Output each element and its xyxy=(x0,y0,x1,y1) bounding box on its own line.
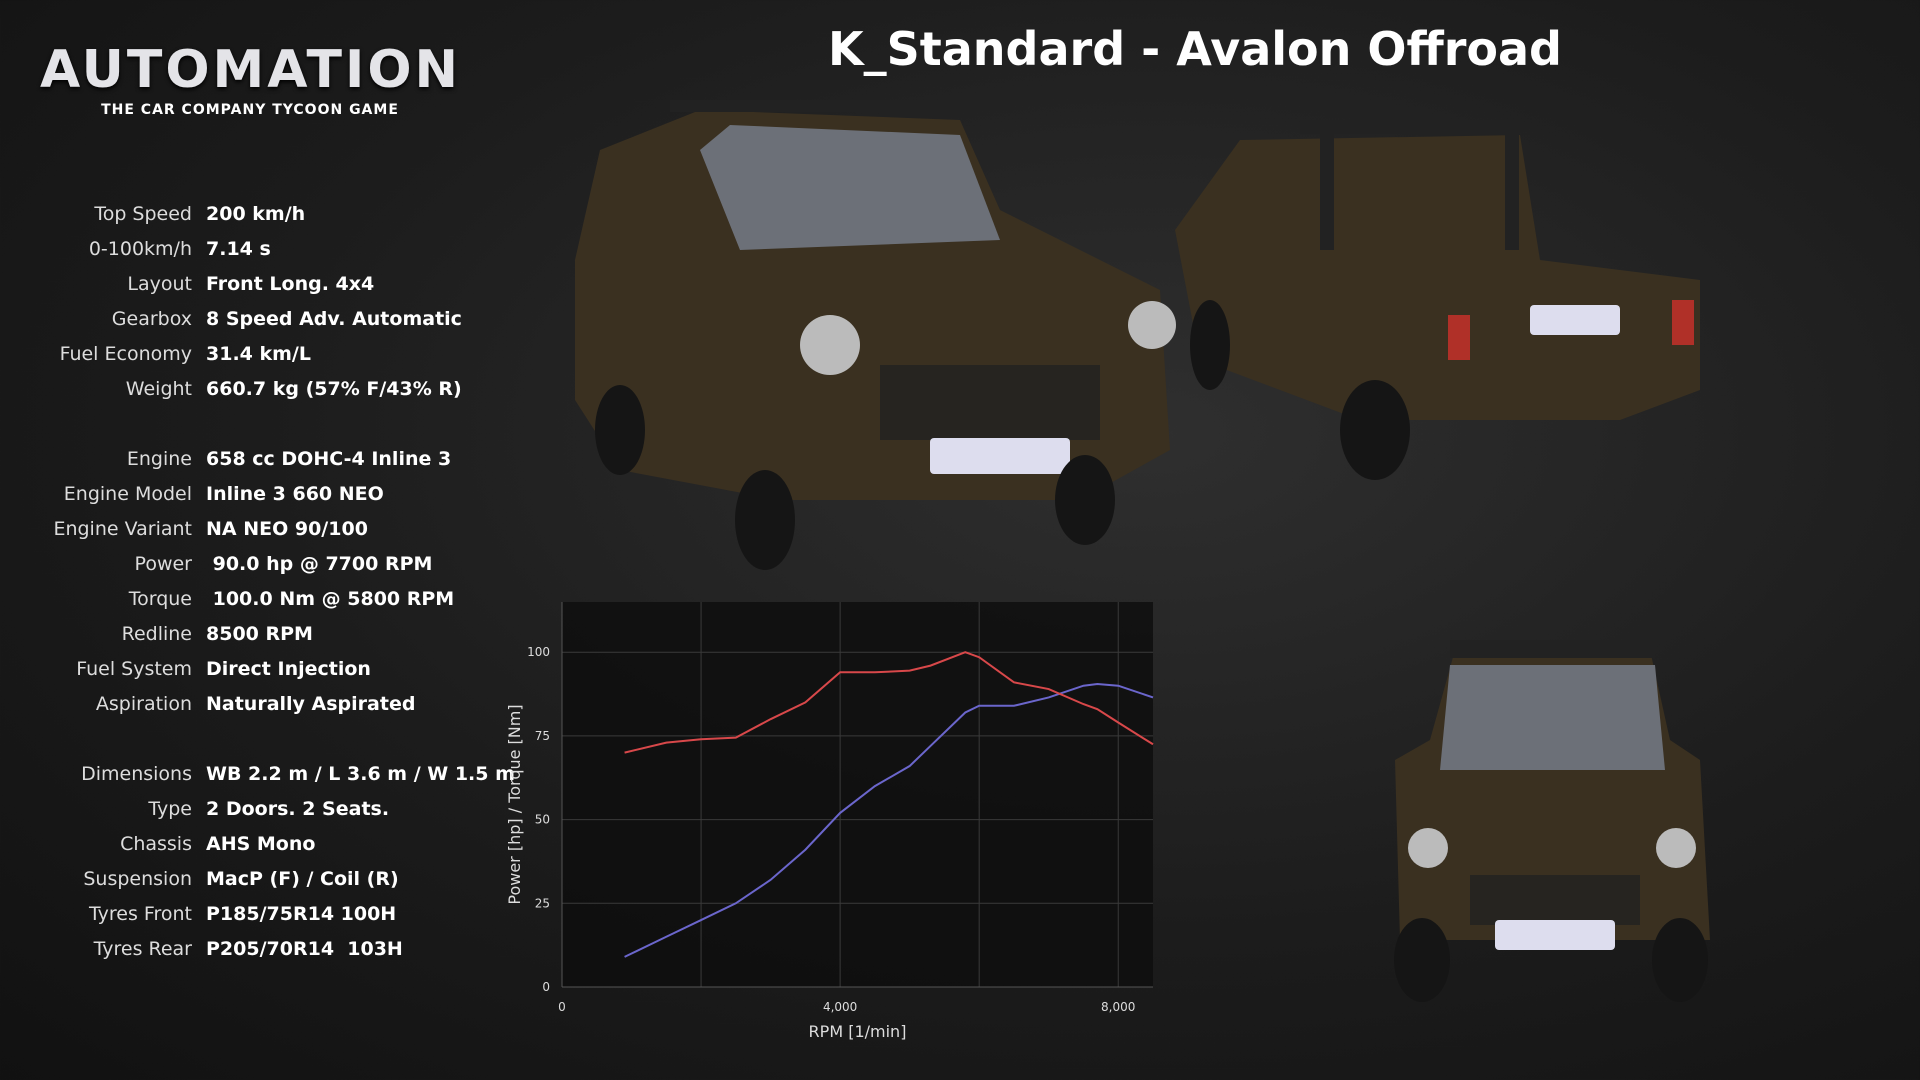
spec-row: Redline 8500 RPM xyxy=(0,617,520,652)
spec-label: Top Speed xyxy=(94,203,192,225)
spec-row: Aspiration Naturally Aspirated xyxy=(0,687,520,722)
plot-area xyxy=(562,602,1153,987)
spec-row: Gearbox 8 Speed Adv. Automatic xyxy=(0,302,520,337)
spec-row: 0-100km/h 7.14 s xyxy=(0,232,520,267)
series-line xyxy=(624,651,1154,754)
spec-label: Power xyxy=(134,553,192,575)
spec-row: Torque 100.0 Nm @ 5800 RPM xyxy=(0,582,520,617)
y-axis-title: Power [hp] / Torque [Nm] xyxy=(505,704,524,904)
y-tick-label: 0 xyxy=(542,980,550,994)
x-tick-label: 4,000 xyxy=(823,1000,857,1014)
spec-row: Dimensions WB 2.2 m / L 3.6 m / W 1.5 m xyxy=(0,757,520,792)
spec-value: Inline 3 660 NEO xyxy=(206,483,384,505)
car-rear-three-quarter xyxy=(1175,120,1700,480)
spec-value: NA NEO 90/100 xyxy=(206,518,368,540)
car-front-three-quarter xyxy=(575,100,1176,570)
spec-value: 7.14 s xyxy=(206,238,271,260)
spec-label: Gearbox xyxy=(111,308,192,330)
spec-value: 660.7 kg (57% F/43% R) xyxy=(206,378,462,400)
spec-label: Type xyxy=(148,798,192,820)
spec-row: Engine Variant NA NEO 90/100 xyxy=(0,512,520,547)
spec-list: Top Speed 200 km/h 0-100km/h 7.14 s Layout Fr… xyxy=(0,197,520,1002)
spec-value: 100.0 Nm @ 5800 RPM xyxy=(206,588,455,610)
page-title: K_Standard - Avalon Offroad xyxy=(827,22,1562,76)
car-front xyxy=(1394,640,1710,1002)
logo: AUTOMATION THE CAR COMPANY TYCOON GAME xyxy=(40,40,460,118)
spec-row: Engine Model Inline 3 660 NEO xyxy=(0,477,520,512)
spec-label: Layout xyxy=(127,273,192,295)
spec-label: Tyres Front xyxy=(89,903,192,925)
series-line xyxy=(624,683,1154,958)
spec-value: 90.0 hp @ 7700 RPM xyxy=(206,553,433,575)
spec-row: Engine 658 cc DOHC-4 Inline 3 xyxy=(0,442,520,477)
spec-label: Aspiration xyxy=(95,693,192,715)
y-tick-label: 25 xyxy=(535,896,550,910)
spec-value: MacP (F) / Coil (R) xyxy=(206,868,399,890)
spec-label: Engine Model xyxy=(63,483,192,505)
spec-group: Engine 658 cc DOHC-4 Inline 3 Engine Model… xyxy=(0,442,520,722)
spec-value: 8500 RPM xyxy=(206,623,313,645)
spec-label: 0-100km/h xyxy=(88,238,192,260)
spec-label: Engine Variant xyxy=(53,518,192,540)
spec-row: Tyres Front P185/75R14 100H xyxy=(0,897,520,932)
spec-value: AHS Mono xyxy=(206,833,316,855)
y-tick-label: 50 xyxy=(535,813,550,827)
spec-row: Power 90.0 hp @ 7700 RPM xyxy=(0,547,520,582)
spec-row: Suspension MacP (F) / Coil (R) xyxy=(0,862,520,897)
spec-label: Chassis xyxy=(120,833,192,855)
spec-value: 658 cc DOHC-4 Inline 3 xyxy=(206,448,452,470)
spec-row: Layout Front Long. 4x4 xyxy=(0,267,520,302)
spec-label: Tyres Rear xyxy=(93,938,192,960)
x-axis-title: RPM [1/min] xyxy=(809,1022,907,1041)
x-tick-label: 0 xyxy=(558,1000,566,1014)
y-tick-label: 75 xyxy=(535,729,550,743)
spec-row: Chassis AHS Mono xyxy=(0,827,520,862)
spec-group: Top Speed 200 km/h 0-100km/h 7.14 s Layout Fr… xyxy=(0,197,520,407)
spec-value: Naturally Aspirated xyxy=(206,693,416,715)
spec-value: Direct Injection xyxy=(206,658,371,680)
spec-row: Tyres Rear P205/70R14 103H xyxy=(0,932,520,967)
spec-value: 8 Speed Adv. Automatic xyxy=(206,308,462,330)
spec-group: Dimensions WB 2.2 m / L 3.6 m / W 1.5 m Ty… xyxy=(0,757,520,967)
spec-value: 2 Doors. 2 Seats. xyxy=(206,798,390,820)
spec-row: Type 2 Doors. 2 Seats. xyxy=(0,792,520,827)
logo-subtitle: THE CAR COMPANY TYCOON GAME xyxy=(101,102,399,118)
spec-label: Redline xyxy=(121,623,192,645)
spec-value: WB 2.2 m / L 3.6 m / W 1.5 m xyxy=(206,763,515,785)
spec-label: Fuel System xyxy=(76,658,192,680)
spec-label: Dimensions xyxy=(81,763,192,785)
spec-value: 31.4 km/L xyxy=(206,343,311,365)
spec-label: Fuel Economy xyxy=(59,343,192,365)
logo-title: AUTOMATION xyxy=(40,40,462,100)
spec-label: Suspension xyxy=(83,868,192,890)
spec-value: 200 km/h xyxy=(206,203,306,225)
spec-value: Front Long. 4x4 xyxy=(206,273,375,295)
spec-label: Engine xyxy=(126,448,192,470)
x-tick-label: 8,000 xyxy=(1101,1000,1135,1014)
spec-row: Top Speed 200 km/h xyxy=(0,197,520,232)
spec-label: Torque xyxy=(128,588,192,610)
spec-value: P185/75R14 100H xyxy=(206,903,397,925)
spec-label: Weight xyxy=(125,378,192,400)
spec-row: Fuel System Direct Injection xyxy=(0,652,520,687)
spec-row: Fuel Economy 31.4 km/L xyxy=(0,337,520,372)
spec-row: Weight 660.7 kg (57% F/43% R) xyxy=(0,372,520,407)
y-tick-label: 100 xyxy=(527,645,550,659)
spec-value: P205/70R14 103H xyxy=(206,938,403,960)
